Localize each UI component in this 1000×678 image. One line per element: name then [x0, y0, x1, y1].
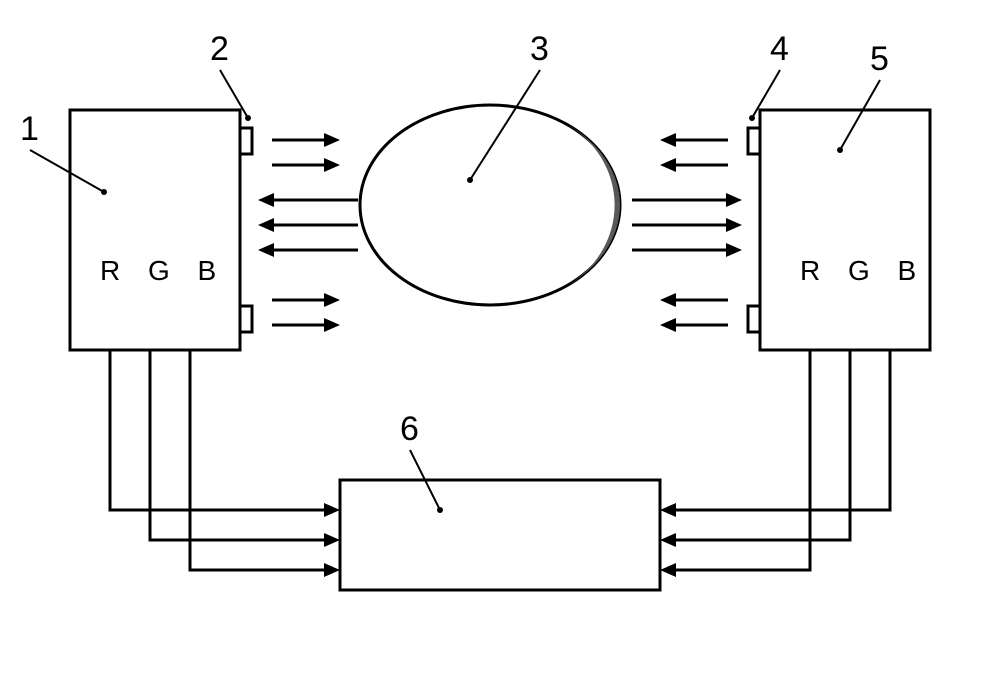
left-tab-0 — [240, 128, 252, 154]
right-tab-0 — [748, 128, 760, 154]
label-4: 4 — [770, 30, 789, 68]
left-tab-1 — [240, 306, 252, 332]
diagram-canvas: R G B R G B 1 2 3 4 5 6 — [0, 0, 1000, 678]
label-5: 5 — [870, 40, 889, 78]
label-6: 6 — [400, 410, 419, 448]
left-rgb-label: R G B — [100, 255, 226, 286]
eye-ellipse — [360, 105, 620, 305]
left-rgb-box — [70, 110, 240, 350]
right-tab-1 — [748, 306, 760, 332]
label-2: 2 — [210, 30, 229, 68]
label-1: 1 — [20, 110, 39, 148]
label-3: 3 — [530, 30, 549, 68]
controller-box — [340, 480, 660, 590]
right-rgb-box — [760, 110, 930, 350]
eye-crescent — [565, 123, 620, 287]
right-rgb-label: R G B — [800, 255, 926, 286]
